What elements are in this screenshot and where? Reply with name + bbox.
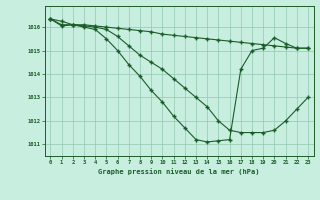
X-axis label: Graphe pression niveau de la mer (hPa): Graphe pression niveau de la mer (hPa) [99,168,260,175]
